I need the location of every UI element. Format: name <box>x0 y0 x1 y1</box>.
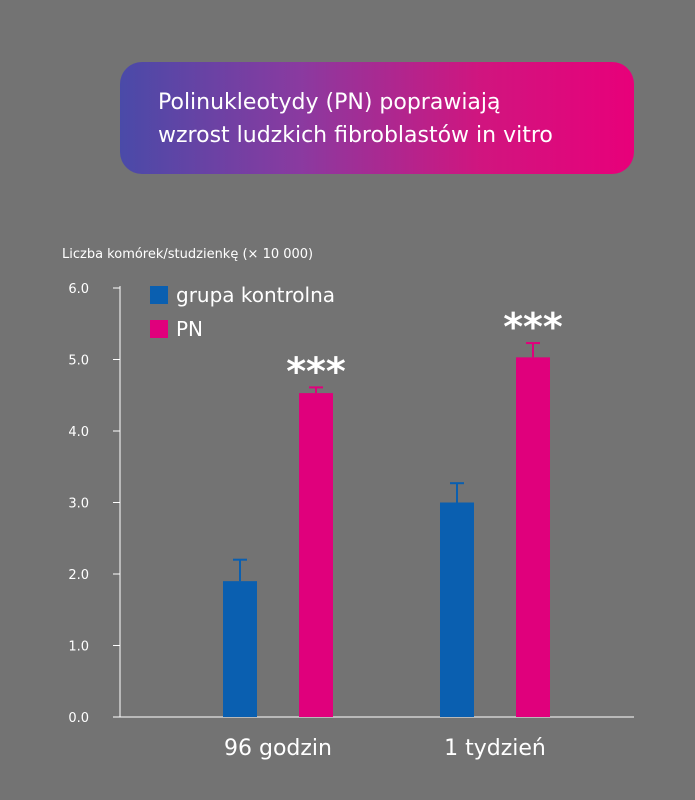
y-tick-label: 2.0 <box>68 568 89 583</box>
legend: grupa kontrolna PN <box>150 283 335 341</box>
y-tick-label: 4.0 <box>68 425 89 440</box>
y-tick-label: 1.0 <box>68 640 89 655</box>
significance-label: *** <box>286 349 346 393</box>
y-tick-label: 6.0 <box>68 282 89 297</box>
y-tick-label: 5.0 <box>68 354 89 369</box>
x-category-label: 1 tydzień <box>444 736 546 761</box>
y-ticks: 0.0 1.0 2.0 3.0 4.0 5.0 6.0 <box>68 282 120 726</box>
bars: *** *** <box>223 305 563 717</box>
bar <box>516 357 550 717</box>
legend-label: PN <box>176 317 203 341</box>
significance-label: *** <box>503 305 563 349</box>
legend-label: grupa kontrolna <box>176 283 335 307</box>
x-category-label: 96 godzin <box>224 736 332 761</box>
legend-swatch <box>150 286 168 304</box>
legend-swatch <box>150 320 168 338</box>
title-line-2: wzrost ludzkich fibroblastów in vitro <box>158 123 553 148</box>
axes <box>119 286 634 718</box>
bar <box>440 502 474 717</box>
x-categories: 96 godzin 1 tydzień <box>224 736 546 761</box>
y-tick-label: 3.0 <box>68 497 89 512</box>
y-axis-label: Liczba komórek/studzienkę (× 10 000) <box>62 247 313 262</box>
title-line-1: Polinukleotydy (PN) poprawiają <box>158 90 501 115</box>
bar <box>299 393 333 717</box>
bar <box>223 581 257 717</box>
y-tick-label: 0.0 <box>68 711 89 726</box>
title-banner: Polinukleotydy (PN) poprawiają wzrost lu… <box>120 62 634 174</box>
